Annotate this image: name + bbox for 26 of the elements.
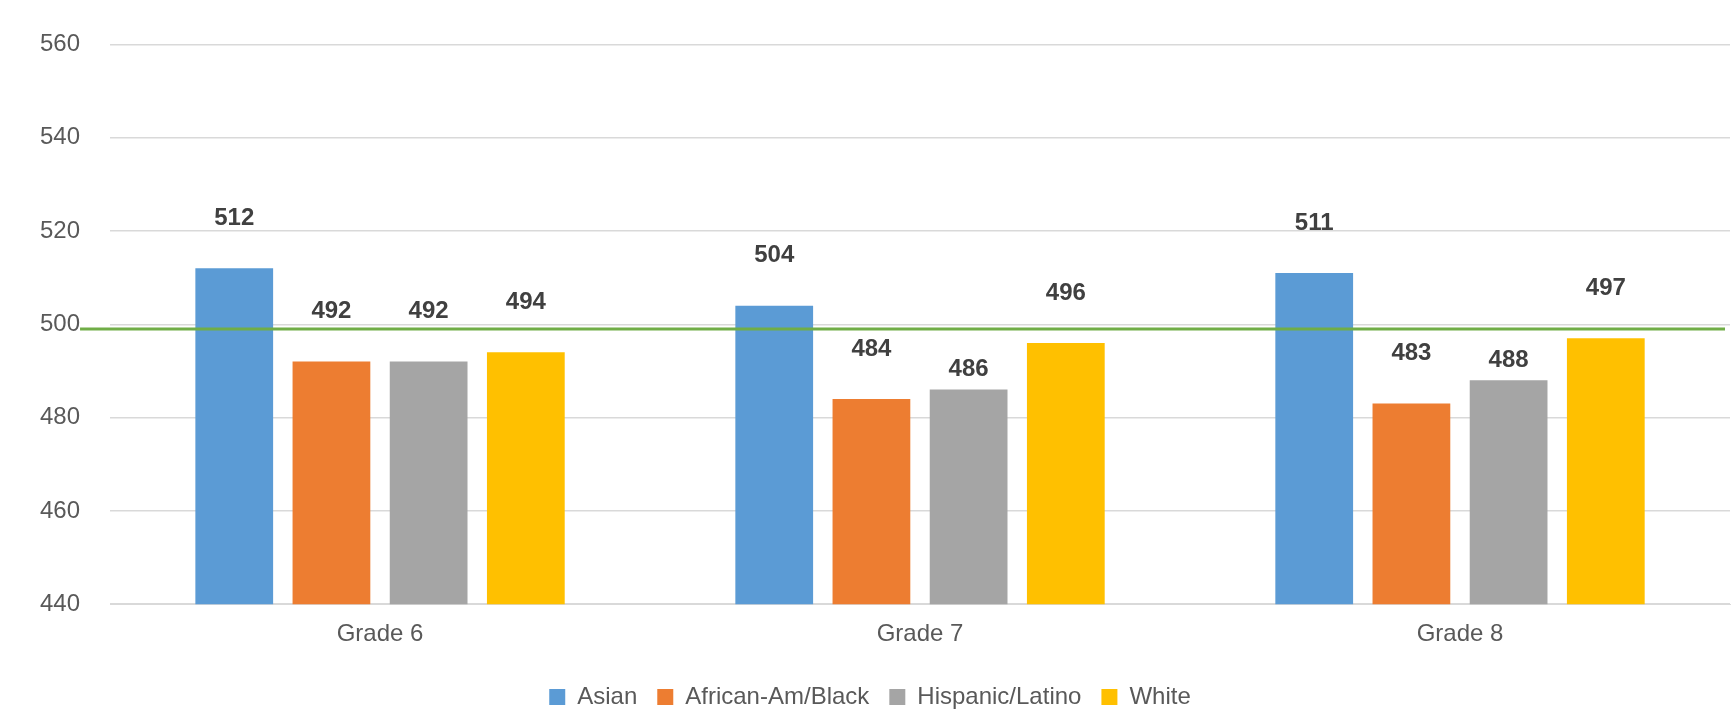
legend-label: African-Am/Black [685, 681, 871, 709]
y-tick-label: 500 [40, 308, 81, 336]
data-label: 512 [214, 202, 255, 230]
data-label: 504 [754, 240, 795, 268]
x-tick-label: Grade 6 [336, 619, 424, 647]
x-tick-label: Grade 8 [1416, 619, 1504, 647]
data-label: 483 [1391, 338, 1432, 366]
legend-label: White [1129, 681, 1191, 709]
y-tick-label: 460 [40, 495, 81, 523]
y-tick-label: 540 [40, 122, 81, 150]
y-tick-label: 440 [40, 588, 81, 616]
data-label: 496 [1045, 277, 1086, 305]
data-label: 492 [311, 296, 352, 324]
legend-label: Hispanic/Latino [917, 681, 1082, 709]
data-label: 484 [851, 333, 893, 361]
data-label: 488 [1488, 344, 1529, 372]
data-label: 492 [408, 296, 449, 324]
data-label: 494 [505, 286, 547, 314]
y-tick-label: 480 [40, 402, 81, 430]
y-tick-label: 560 [40, 29, 81, 57]
data-label: 497 [1585, 272, 1626, 300]
data-label: 511 [1294, 207, 1334, 235]
data-label: 486 [948, 354, 989, 382]
y-tick-label: 520 [40, 215, 81, 243]
x-tick-label: Grade 7 [876, 619, 964, 647]
legend-label: Asian [577, 681, 638, 709]
